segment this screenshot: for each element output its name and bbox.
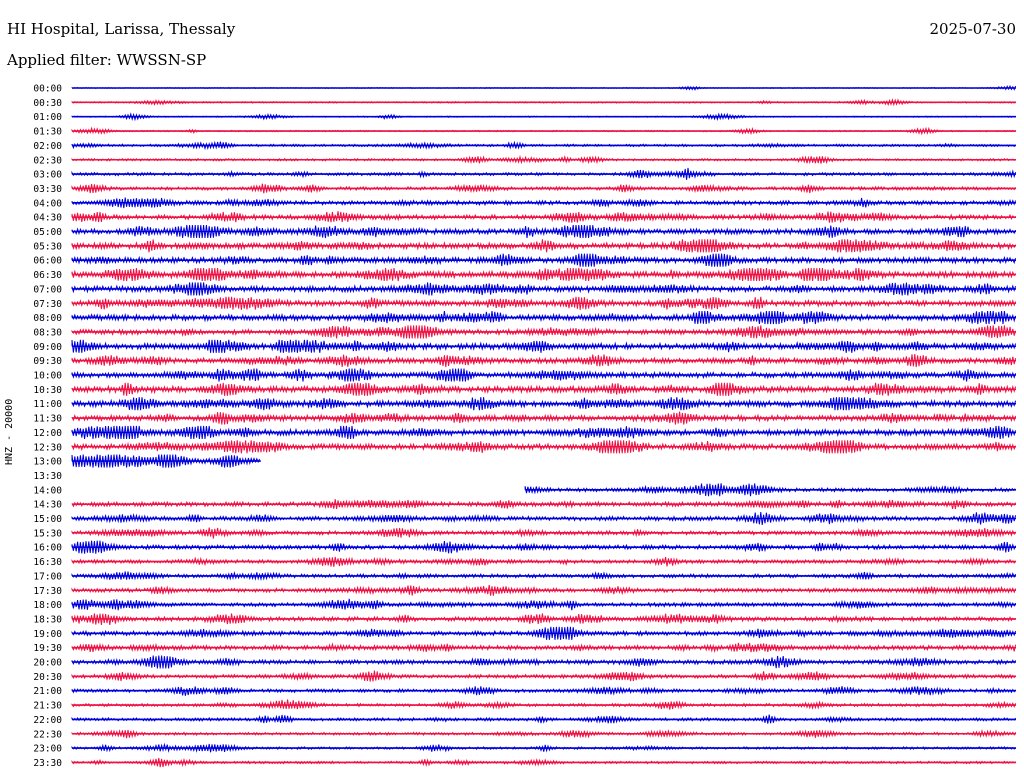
- time-label: 13:30: [33, 471, 62, 482]
- time-label: 04:00: [33, 198, 62, 209]
- time-label: 20:00: [33, 658, 62, 669]
- time-label: 22:00: [33, 715, 62, 726]
- time-label: 23:00: [33, 744, 62, 755]
- time-label: 10:30: [33, 385, 62, 396]
- time-label: 06:30: [33, 270, 62, 281]
- time-label: 08:30: [33, 327, 62, 338]
- time-label: 11:30: [33, 414, 62, 425]
- time-label: 18:30: [33, 614, 62, 625]
- time-label: 02:30: [33, 155, 62, 166]
- time-label: 07:30: [33, 299, 62, 310]
- time-label: 00:00: [33, 84, 62, 95]
- time-label: 01:00: [33, 112, 62, 123]
- time-label: 18:00: [33, 600, 62, 611]
- time-label: 19:00: [33, 629, 62, 640]
- time-label: 23:30: [33, 758, 62, 769]
- time-label: 02:00: [33, 141, 62, 152]
- time-label: 17:30: [33, 586, 62, 597]
- time-label: 04:30: [33, 213, 62, 224]
- time-label: 00:30: [33, 98, 62, 109]
- time-label: 12:30: [33, 442, 62, 453]
- time-label: 01:30: [33, 127, 62, 138]
- time-label: 22:30: [33, 729, 62, 740]
- time-label: 13:00: [33, 457, 62, 468]
- time-label: 07:00: [33, 284, 62, 295]
- time-label: 16:00: [33, 543, 62, 554]
- time-label: 21:00: [33, 686, 62, 697]
- time-label: 05:00: [33, 227, 62, 238]
- time-label: 14:30: [33, 500, 62, 511]
- time-label: 17:00: [33, 571, 62, 582]
- time-label: 08:00: [33, 313, 62, 324]
- date-label: 2025-07-30: [929, 20, 1016, 38]
- time-label: 03:30: [33, 184, 62, 195]
- time-label: 06:00: [33, 256, 62, 267]
- time-label: 16:30: [33, 557, 62, 568]
- time-label: 19:30: [33, 643, 62, 654]
- time-label: 20:30: [33, 672, 62, 683]
- time-label: 09:00: [33, 342, 62, 353]
- time-label: 05:30: [33, 241, 62, 252]
- time-label: 09:30: [33, 356, 62, 367]
- time-label: 11:00: [33, 399, 62, 410]
- time-label: 15:30: [33, 528, 62, 539]
- station-title: HI Hospital, Larissa, Thessaly: [7, 20, 236, 38]
- time-label: 10:00: [33, 371, 62, 382]
- time-label: 14:00: [33, 485, 62, 496]
- filter-label: Applied filter: WWSSN-SP: [7, 51, 207, 69]
- time-label: 12:00: [33, 428, 62, 439]
- time-label: 21:30: [33, 701, 62, 712]
- time-label: 15:00: [33, 514, 62, 525]
- time-label: 03:00: [33, 170, 62, 181]
